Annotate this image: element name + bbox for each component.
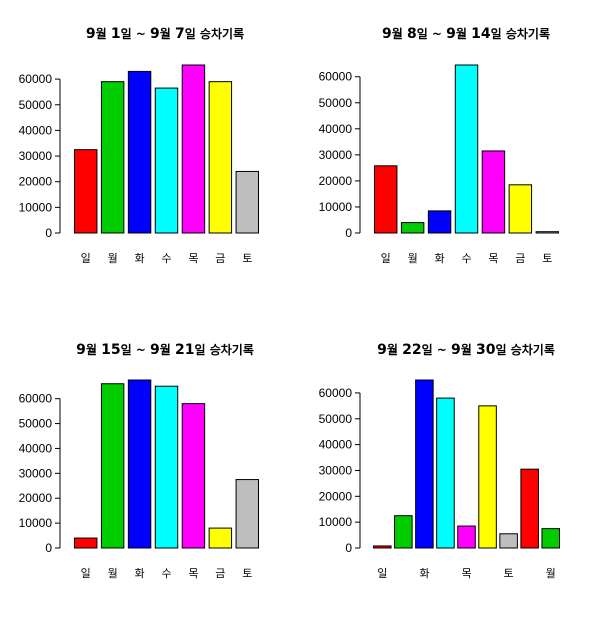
chart-title: 9월 8일 ~ 9월 14일 승차기록 [382,26,550,42]
y-tick-label: 10000 [19,200,53,214]
bar-6 [478,405,497,549]
x-tick-label: 일 [81,251,91,265]
bar-2 [100,383,125,549]
bar-3 [415,379,434,549]
x-tick-label: 금 [215,567,225,580]
x-tick-label: 월 [408,252,418,265]
y-tick-label: 30000 [19,466,53,480]
y-tick-label: 0 [345,226,352,240]
bar-5 [181,403,206,549]
bar-5 [457,525,476,549]
y-tick-label: 60000 [319,70,353,84]
bar-7 [235,479,260,549]
bar-2 [400,222,425,234]
bar-8 [520,468,539,549]
chart-4: 9월 22일 ~ 9월 30일 승차기록 0 10000 20000 30000 4000… [319,342,561,580]
y-tick-label: 20000 [19,491,53,505]
y-tick-label: 20000 [319,174,353,188]
y-tick-label: 40000 [319,122,353,136]
x-tick-label: 월 [108,567,118,580]
y-tick-label: 0 [45,541,52,555]
bar-9 [541,528,561,549]
bar-6 [208,527,233,549]
bar-4 [454,64,479,234]
chart-1: 9월 1일 ~ 9월 7일 승차기록 0 10000 20000 30000 40000 5… [19,26,260,265]
y-tick-label: 50000 [19,98,53,112]
bar-7 [499,533,518,549]
bar-4 [154,87,179,234]
bar-1 [73,537,98,549]
bar-4 [154,385,179,549]
chart-title: 9월 1일 ~ 9월 7일 승차기록 [86,26,244,42]
x-tick-label: 금 [215,252,225,265]
y-tick-label: 0 [345,541,352,555]
chart-title: 9월 15일 ~ 9월 21일 승차기록 [76,342,254,358]
bar-7 [535,231,560,234]
x-tick-label: 화 [135,252,145,265]
y-tick-label: 30000 [319,463,353,477]
bar-3 [427,210,452,234]
y-tick-label: 40000 [319,438,353,452]
y-tick-label: 20000 [19,175,53,189]
y-tick-label: 60000 [319,386,353,400]
chart-3: 9월 15일 ~ 9월 21일 승차기록 0 10000 20000 30000 4000… [19,342,260,580]
y-tick-label: 10000 [19,516,53,530]
bar-1 [373,165,398,234]
x-tick-label: 목 [461,567,471,580]
x-tick-label: 일 [81,566,91,580]
y-tick-label: 10000 [319,515,353,529]
y-tick-label: 30000 [19,149,53,163]
y-tick-label: 30000 [319,148,353,162]
bar-7 [235,170,260,234]
bar-6 [208,81,233,234]
bar-6 [508,184,533,234]
y-tick-label: 50000 [319,96,353,110]
x-tick-label: 토 [242,567,252,580]
bar-4 [436,397,455,549]
x-tick-label: 월 [546,567,556,580]
x-tick-label: 일 [377,566,387,580]
x-tick-label: 수 [461,252,471,265]
x-tick-label: 일 [381,251,391,265]
bar-2 [394,515,413,549]
bar-5 [181,64,206,234]
bar-1 [373,545,392,549]
x-tick-label: 화 [419,567,429,580]
y-tick-label: 60000 [19,392,53,406]
bar-3 [127,70,152,234]
y-tick-label: 10000 [319,200,353,214]
x-tick-label: 화 [435,252,445,265]
bar-5 [481,150,506,234]
y-tick-label: 40000 [19,123,53,137]
x-tick-label: 수 [161,252,171,265]
chart-title: 9월 22일 ~ 9월 30일 승차기록 [377,342,555,358]
chart-2: 9월 8일 ~ 9월 14일 승차기록 0 10000 20000 30000 40000… [319,26,560,265]
x-tick-label: 토 [542,252,552,265]
bar-2 [100,81,125,234]
y-tick-label: 50000 [319,412,353,426]
x-tick-label: 목 [188,252,198,265]
bar-3 [127,379,152,549]
x-tick-label: 월 [108,252,118,265]
x-tick-label: 목 [188,567,198,580]
x-tick-label: 수 [161,567,171,580]
y-tick-label: 0 [45,226,52,240]
x-tick-label: 토 [504,567,514,580]
y-tick-label: 50000 [19,417,53,431]
x-tick-label: 토 [242,252,252,265]
y-tick-label: 40000 [19,441,53,455]
x-tick-label: 화 [135,567,145,580]
y-tick-label: 20000 [319,489,353,503]
x-tick-label: 금 [515,252,525,265]
y-tick-label: 60000 [19,72,53,86]
x-tick-label: 목 [488,252,498,265]
bar-1 [73,149,98,234]
